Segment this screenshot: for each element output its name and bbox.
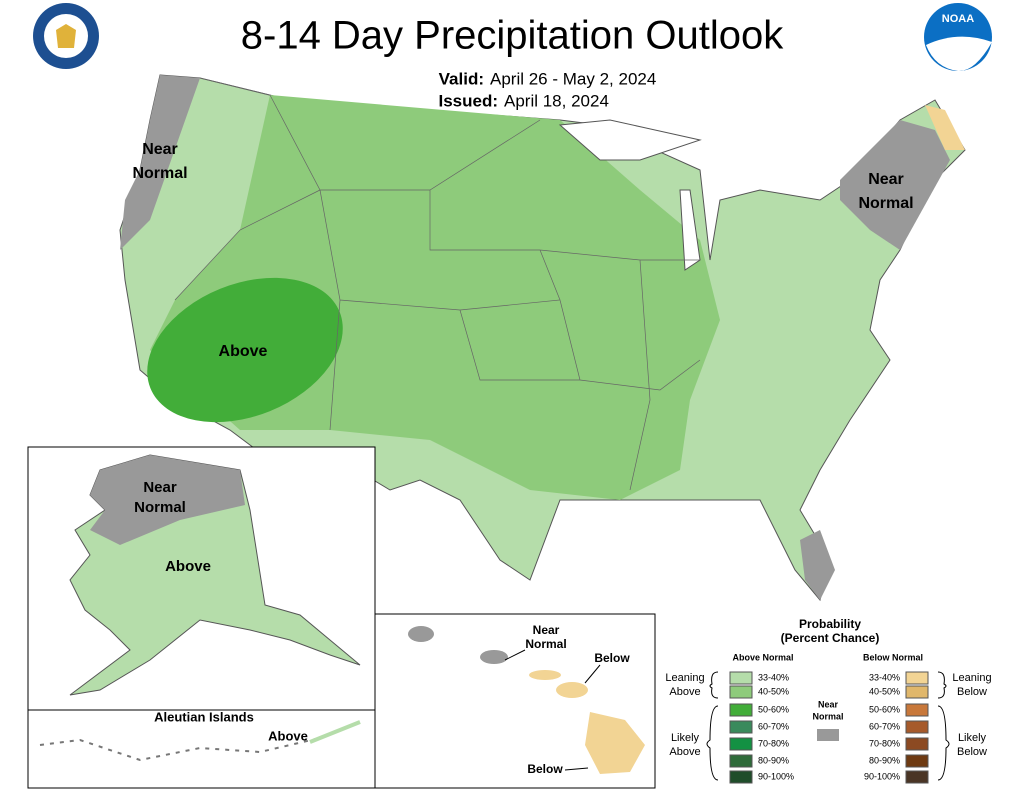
above-swatch: [729, 720, 753, 734]
lake-superior: [558, 119, 702, 161]
below-range: 70-80%: [869, 738, 900, 748]
above-range: 40-50%: [758, 686, 789, 696]
ak-north-1: Near: [143, 479, 177, 496]
hi-leaders: [504, 649, 601, 771]
above-swatch: [729, 703, 753, 717]
hi-maui: Below: [594, 651, 630, 665]
near-normal-swatch: [817, 729, 839, 741]
below-range: 90-100%: [864, 771, 900, 781]
above-range: 33-40%: [758, 672, 789, 682]
maine-leaning-below: [925, 105, 965, 150]
above-range: 80-90%: [758, 755, 789, 765]
leaning-below-2: Below: [957, 686, 987, 698]
ak-south: Above: [165, 558, 211, 575]
ne-label-2: Normal: [858, 195, 913, 212]
above-range: 60-70%: [758, 721, 789, 731]
valid-date: April 26 - May 2, 2024: [490, 69, 656, 88]
below-range: 33-40%: [869, 672, 900, 682]
leaning-below-1: Leaning: [952, 672, 991, 684]
alaska-near-normal: [90, 455, 245, 545]
above-title: Above Normal: [732, 652, 793, 662]
valid-label: Valid:: [439, 69, 484, 88]
above-swatch: [729, 685, 753, 699]
near-normal-2: Normal: [812, 711, 843, 721]
issued-date: April 18, 2024: [504, 91, 609, 110]
legend-title-1: Probability: [799, 617, 861, 631]
aleutian-islands: [39, 721, 361, 762]
above-swatch: [729, 754, 753, 768]
aleutian-title: Aleutian Islands: [154, 709, 254, 724]
above-swatch: [729, 770, 753, 784]
below-swatch: [905, 671, 929, 685]
leaning-above-2: Above: [669, 686, 700, 698]
likely-below-2: Below: [957, 746, 987, 758]
legend-title-2: (Percent Chance): [781, 631, 880, 645]
conus-above-50-60: [147, 277, 343, 423]
issued-label: Issued:: [438, 91, 498, 110]
likely-above-1: Likely: [671, 732, 700, 744]
ne-label-1: Near: [868, 171, 904, 188]
below-swatch: [905, 737, 929, 751]
molokai: [529, 670, 561, 680]
ak-north-2: Normal: [134, 499, 186, 516]
aleutian-above: [309, 720, 361, 744]
above-range: 70-80%: [758, 738, 789, 748]
below-range: 40-50%: [869, 686, 900, 696]
maui: [556, 682, 588, 698]
below-swatch: [905, 770, 929, 784]
aleutian-frame: [27, 709, 376, 789]
nw-label-2: Normal: [132, 165, 187, 182]
kauai: [408, 626, 434, 642]
northwest-near-normal: [120, 75, 200, 250]
big-island: [585, 712, 645, 774]
hi-big-island: Below: [527, 762, 563, 776]
oahu: [480, 650, 508, 664]
below-range: 60-70%: [869, 721, 900, 731]
below-range: 80-90%: [869, 755, 900, 765]
above-swatch: [729, 737, 753, 751]
likely-above-2: Above: [669, 746, 700, 758]
legend-braces: [706, 671, 950, 781]
northeast-near-normal: [840, 120, 950, 250]
nw-label-1: Near: [142, 141, 178, 158]
below-range: 50-60%: [869, 704, 900, 714]
leaning-above-1: Leaning: [665, 672, 704, 684]
above-range: 50-60%: [758, 704, 789, 714]
title: 8-14 Day Precipitation Outlook: [241, 14, 785, 58]
noaa-text: NOAA: [942, 13, 974, 25]
below-swatch: [905, 703, 929, 717]
above-range: 90-100%: [758, 771, 794, 781]
hi-oahu-2: Normal: [525, 637, 566, 651]
near-normal-1: Near: [818, 699, 839, 709]
likely-below-1: Likely: [958, 732, 987, 744]
sw-label: Above: [219, 343, 268, 360]
hi-oahu-1: Near: [533, 623, 560, 637]
above-swatch: [729, 671, 753, 685]
below-title: Below Normal: [863, 652, 923, 662]
below-swatch: [905, 720, 929, 734]
below-swatch: [905, 754, 929, 768]
aleutian-label: Above: [268, 728, 308, 743]
florida-near-normal: [800, 530, 835, 600]
below-swatch: [905, 685, 929, 699]
seal-shield: [56, 24, 76, 48]
noaa-gull: [926, 36, 992, 72]
state-lines: [174, 77, 701, 491]
